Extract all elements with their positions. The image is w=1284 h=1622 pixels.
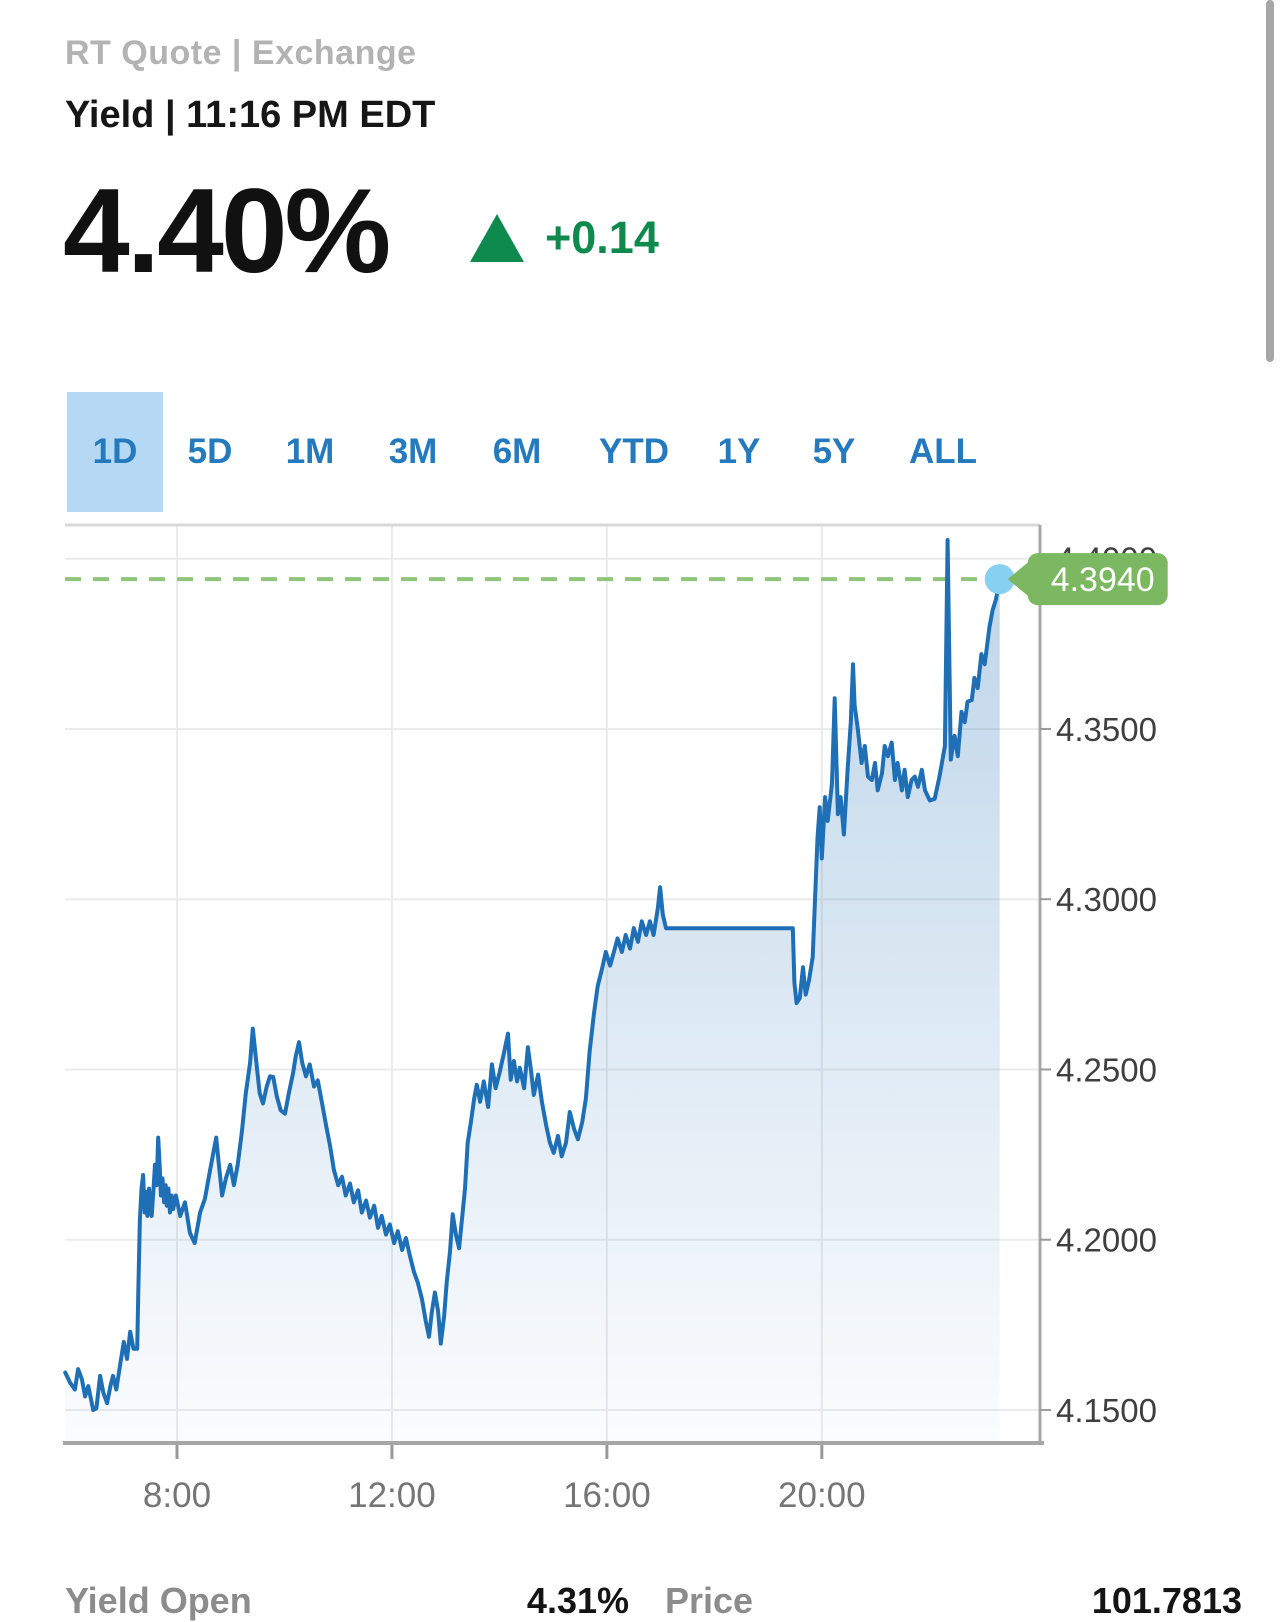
current-value-badge: 4.3940 — [1007, 553, 1168, 606]
tab-ytd[interactable]: YTD — [599, 432, 669, 471]
price-label: Price — [665, 1580, 754, 1621]
tab-5y[interactable]: 5Y — [812, 432, 856, 471]
current-value-badge-text: 4.3940 — [1051, 561, 1155, 599]
chart-line — [63, 538, 1002, 1412]
x-axis-labels: 8:00 12:00 16:00 20:00 — [143, 1476, 866, 1515]
svg-text:16:00: 16:00 — [563, 1476, 651, 1515]
axis-ticks — [175, 557, 1051, 1459]
yield-open-value: 4.31% — [526, 1580, 629, 1621]
svg-text:4.2500: 4.2500 — [1056, 1051, 1157, 1088]
tab-5d[interactable]: 5D — [187, 432, 233, 471]
price-value: 101.7813 — [1091, 1580, 1242, 1621]
scrollbar-thumb[interactable] — [1266, 0, 1274, 362]
tab-1d[interactable]: 1D — [67, 392, 163, 512]
svg-text:4.1500: 4.1500 — [1056, 1392, 1157, 1429]
tab-6m[interactable]: 6M — [492, 432, 542, 471]
tab-all[interactable]: ALL — [908, 432, 978, 471]
quote-source-line: RT Quote | Exchange — [65, 34, 417, 72]
range-tabs: 1D 5D 1M 3M 6M YTD 1Y 5Y ALL — [0, 392, 1284, 512]
chart-frame — [63, 523, 1044, 1445]
svg-text:4.3000: 4.3000 — [1056, 881, 1157, 918]
svg-text:20:00: 20:00 — [778, 1476, 866, 1515]
tab-3m[interactable]: 3M — [388, 432, 438, 471]
svg-text:4.2000: 4.2000 — [1056, 1222, 1157, 1259]
yield-open-label: Yield Open — [65, 1580, 252, 1621]
triangle-up-icon — [470, 214, 524, 262]
svg-text:12:00: 12:00 — [348, 1476, 436, 1515]
tab-1m[interactable]: 1M — [285, 432, 335, 471]
tab-1y[interactable]: 1Y — [717, 432, 761, 471]
page-title: Yield | 11:16 PM EDT — [65, 94, 436, 136]
svg-text:8:00: 8:00 — [143, 1476, 211, 1515]
current-point-marker — [984, 564, 1015, 595]
svg-text:4.3500: 4.3500 — [1056, 711, 1157, 748]
quote-value: 4.40% — [63, 164, 391, 298]
quote-change: +0.14 — [545, 212, 659, 263]
chart-area-fill — [65, 540, 1000, 1443]
